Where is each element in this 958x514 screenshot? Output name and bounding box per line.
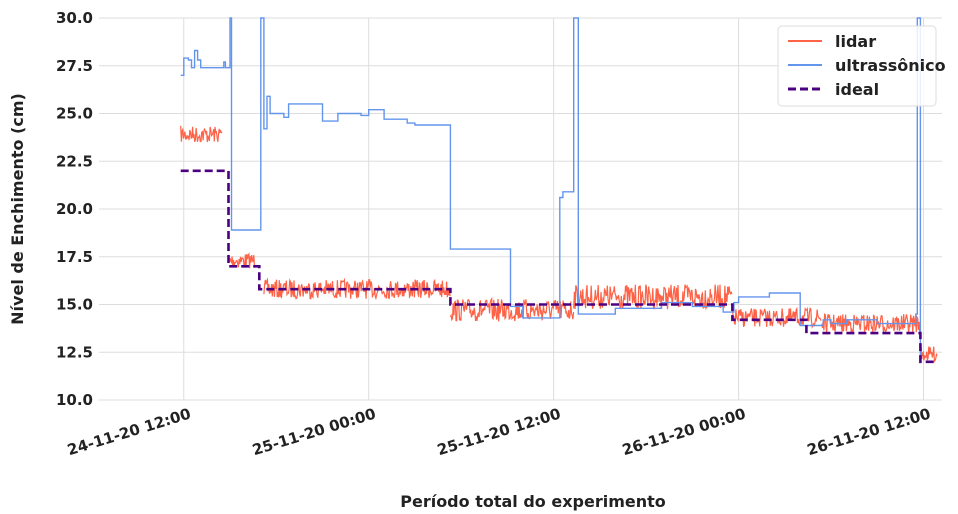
ideal-line <box>180 169 938 364</box>
legend-ideal-label: ideal <box>835 80 879 99</box>
legend-ultrassonico-label: ultrassônico <box>835 56 946 75</box>
y-tick-label: 25.0 <box>56 105 93 123</box>
y-axis-label: Nível de Enchimento (cm) <box>8 93 27 325</box>
x-tick-label: 24-11-20 12:00 <box>65 405 193 460</box>
x-tick-label: 26-11-20 12:00 <box>805 405 933 460</box>
x-tick-label: 25-11-20 00:00 <box>250 405 378 460</box>
ultrassonico-line <box>180 17 922 362</box>
y-tick-label: 12.5 <box>56 343 93 361</box>
y-tick-label: 20.0 <box>56 200 93 218</box>
lidar-line <box>180 125 223 143</box>
y-tick-label: 17.5 <box>56 248 93 266</box>
x-axis-label: Período total do experimento <box>400 492 666 511</box>
lidar-line <box>821 313 921 335</box>
y-tick-label: 22.5 <box>56 152 93 170</box>
legend-lidar-label: lidar <box>835 32 876 51</box>
y-tick-label: 30.0 <box>56 9 93 27</box>
lidar-line <box>263 277 451 301</box>
y-axis-ticks: 10.0 12.5 15.0 17.5 20.0 22.5 25.0 27.5 30.0 <box>56 9 93 409</box>
ideal-series <box>180 169 938 364</box>
lidar-line <box>229 252 258 269</box>
lidar-series <box>180 125 938 363</box>
lidar-line <box>449 296 575 322</box>
y-tick-label: 10.0 <box>56 391 93 409</box>
lidar-line <box>573 284 733 310</box>
ultrassonico-series <box>180 17 922 362</box>
lidar-line <box>919 346 938 363</box>
x-tick-label: 25-11-20 12:00 <box>435 405 563 460</box>
x-tick-label: 26-11-20 00:00 <box>620 405 748 460</box>
legend: lidar ultrassônico ideal <box>777 25 946 107</box>
y-tick-label: 27.5 <box>56 57 93 75</box>
legend-box <box>777 25 937 107</box>
x-axis-ticks: 24-11-20 12:00 25-11-20 00:00 25-11-20 12:… <box>65 405 933 460</box>
y-tick-label: 15.0 <box>56 296 93 314</box>
